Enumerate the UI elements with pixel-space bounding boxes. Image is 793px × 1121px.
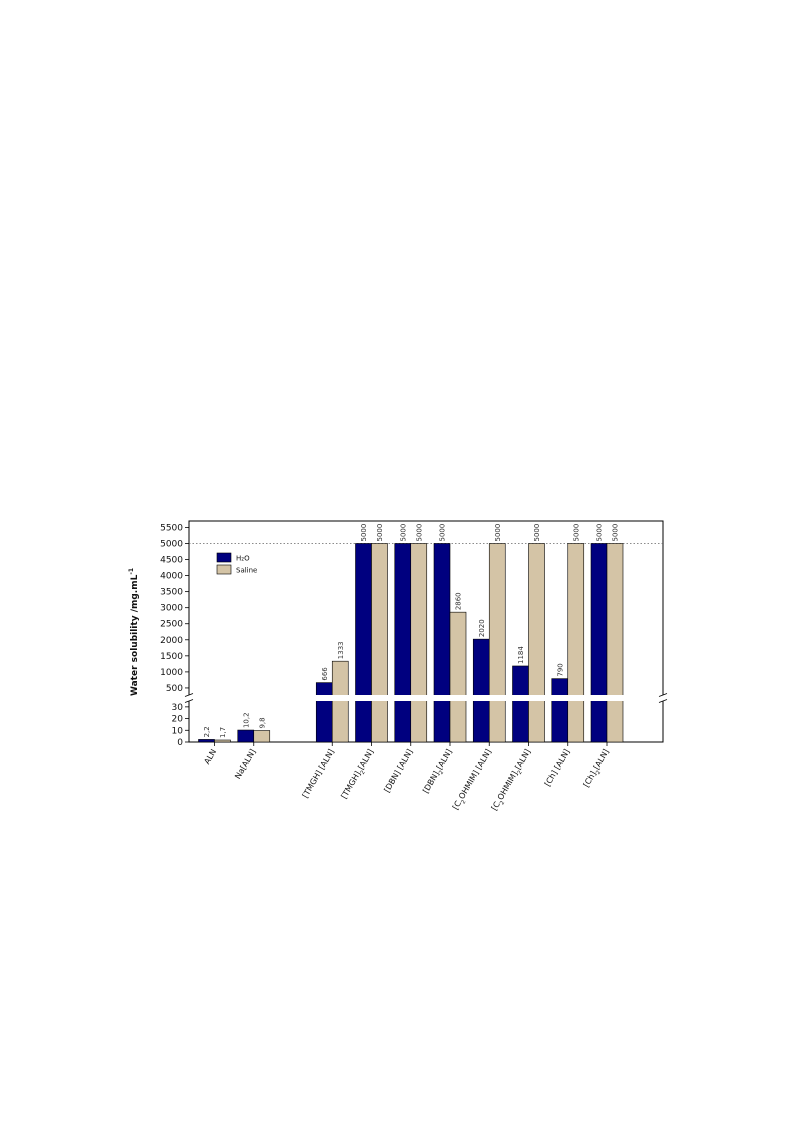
data-label-saline-2: 1333 bbox=[337, 641, 345, 659]
data-label-saline-1: 9,8 bbox=[258, 717, 266, 728]
x-tick-label: [TMGH]2[ALN] bbox=[339, 748, 377, 802]
data-label-saline-9: 5000 bbox=[612, 524, 620, 542]
y-tick-label: 1500 bbox=[160, 652, 183, 662]
axis-break-band bbox=[183, 695, 669, 701]
y-tick-label: 20 bbox=[172, 715, 184, 725]
legend-label-h2o: H₂O bbox=[236, 555, 250, 563]
data-label-h2o-1: 10,2 bbox=[242, 712, 250, 728]
legend-label-saline: Saline bbox=[236, 567, 257, 575]
legend: H₂O Saline bbox=[216, 552, 257, 575]
data-label-saline-6: 5000 bbox=[494, 524, 502, 542]
bar-h2o-9 bbox=[590, 543, 608, 743]
data-labels-group: 2,2 10,2 666 5000 5000 5000 2020 1184 790 5000 1,7… bbox=[203, 524, 620, 738]
x-tick-label: [C2OHMIM]2[ALN] bbox=[490, 748, 535, 814]
x-tick-label: [Ch] [ALN] bbox=[543, 748, 572, 789]
y-tick-label: 3500 bbox=[160, 588, 183, 598]
bar-saline-6 bbox=[488, 543, 506, 743]
bar-saline-8 bbox=[567, 543, 585, 743]
bar-saline-2 bbox=[331, 660, 349, 743]
x-tick-label: ALN bbox=[202, 747, 218, 765]
axis-break bbox=[183, 693, 669, 703]
bar-saline-5 bbox=[449, 611, 467, 743]
data-label-h2o-8: 790 bbox=[556, 663, 564, 676]
y-tick-label: 5500 bbox=[160, 523, 183, 533]
bar-saline-1 bbox=[253, 730, 271, 743]
x-tick-label: Na[ALN] bbox=[233, 748, 257, 781]
bar-h2o-3 bbox=[355, 543, 372, 743]
data-label-h2o-0: 2,2 bbox=[203, 726, 211, 737]
y-tick-label: 4500 bbox=[160, 556, 183, 566]
bar-h2o-8 bbox=[551, 678, 569, 743]
y-tick-label: 30 bbox=[172, 703, 184, 713]
y-tick-label: 5000 bbox=[160, 539, 183, 549]
y-tick-label: 4000 bbox=[160, 572, 183, 582]
axis-break-mark bbox=[184, 699, 194, 703]
axis-break-mark bbox=[658, 693, 668, 697]
legend-swatch-h2o bbox=[216, 552, 232, 563]
bar-saline-7 bbox=[528, 543, 545, 743]
data-label-h2o-3: 5000 bbox=[360, 524, 368, 542]
y-tick-label: 500 bbox=[166, 684, 183, 694]
y-axis-label-superscript: -1 bbox=[128, 568, 135, 575]
data-label-h2o-9: 5000 bbox=[596, 524, 604, 542]
bar-saline-0 bbox=[214, 739, 231, 743]
x-tick-label: [TMGH] [ALN] bbox=[301, 748, 336, 800]
data-label-saline-0: 1,7 bbox=[219, 727, 227, 738]
y-tick-label: 3000 bbox=[160, 604, 183, 614]
data-label-saline-4: 5000 bbox=[415, 524, 423, 542]
data-label-h2o-7: 1184 bbox=[517, 646, 525, 664]
y-tick-label: 10 bbox=[172, 726, 184, 736]
bar-h2o-0 bbox=[198, 739, 215, 743]
axis-break-mark bbox=[658, 699, 668, 703]
x-tick-label: [Ch]2[ALN] bbox=[582, 748, 614, 791]
y-tick-label: 1000 bbox=[160, 668, 183, 678]
y-tick-label: 2000 bbox=[160, 636, 183, 646]
bar-saline-4 bbox=[410, 543, 428, 743]
bar-h2o-1 bbox=[237, 729, 255, 743]
axis-break-mark bbox=[184, 693, 194, 697]
x-axis-categories: ALN Na[ALN] [TMGH] [ALN] [TMGH]2[ALN] [DBN] … bbox=[202, 742, 614, 814]
data-label-saline-3: 5000 bbox=[376, 524, 384, 542]
data-label-saline-5: 2860 bbox=[455, 592, 463, 610]
x-tick-label: [DBN]2[ALN] bbox=[421, 748, 456, 797]
data-label-h2o-2: 666 bbox=[321, 667, 329, 681]
y-axis-label: Water solubility /mg.mL-1 bbox=[128, 568, 140, 696]
y-tick-label: 0 bbox=[177, 738, 183, 748]
x-tick-label: [DBN] [ALN] bbox=[382, 748, 414, 795]
data-label-h2o-6: 2020 bbox=[478, 619, 486, 637]
data-label-saline-7: 5000 bbox=[533, 524, 541, 542]
data-label-saline-8: 5000 bbox=[572, 524, 580, 542]
bar-h2o-7 bbox=[512, 665, 529, 743]
y-axis-ticks: 500 1000 1500 2000 2500 3000 3500 4000 4500 5000 5… bbox=[160, 523, 189, 748]
bars-group bbox=[198, 543, 624, 743]
bar-saline-9 bbox=[606, 543, 624, 743]
bar-h2o-6 bbox=[472, 638, 490, 743]
data-label-h2o-5: 5000 bbox=[439, 524, 447, 542]
x-tick-label: [C2OHMIM] [ALN] bbox=[451, 748, 496, 813]
bar-saline-3 bbox=[371, 543, 388, 743]
y-tick-label: 2500 bbox=[160, 620, 183, 630]
legend-swatch-saline bbox=[216, 564, 232, 575]
bar-h2o-5 bbox=[433, 543, 451, 743]
bar-h2o-4 bbox=[394, 543, 412, 743]
bar-h2o-2 bbox=[315, 682, 333, 743]
data-label-h2o-4: 5000 bbox=[399, 524, 407, 542]
